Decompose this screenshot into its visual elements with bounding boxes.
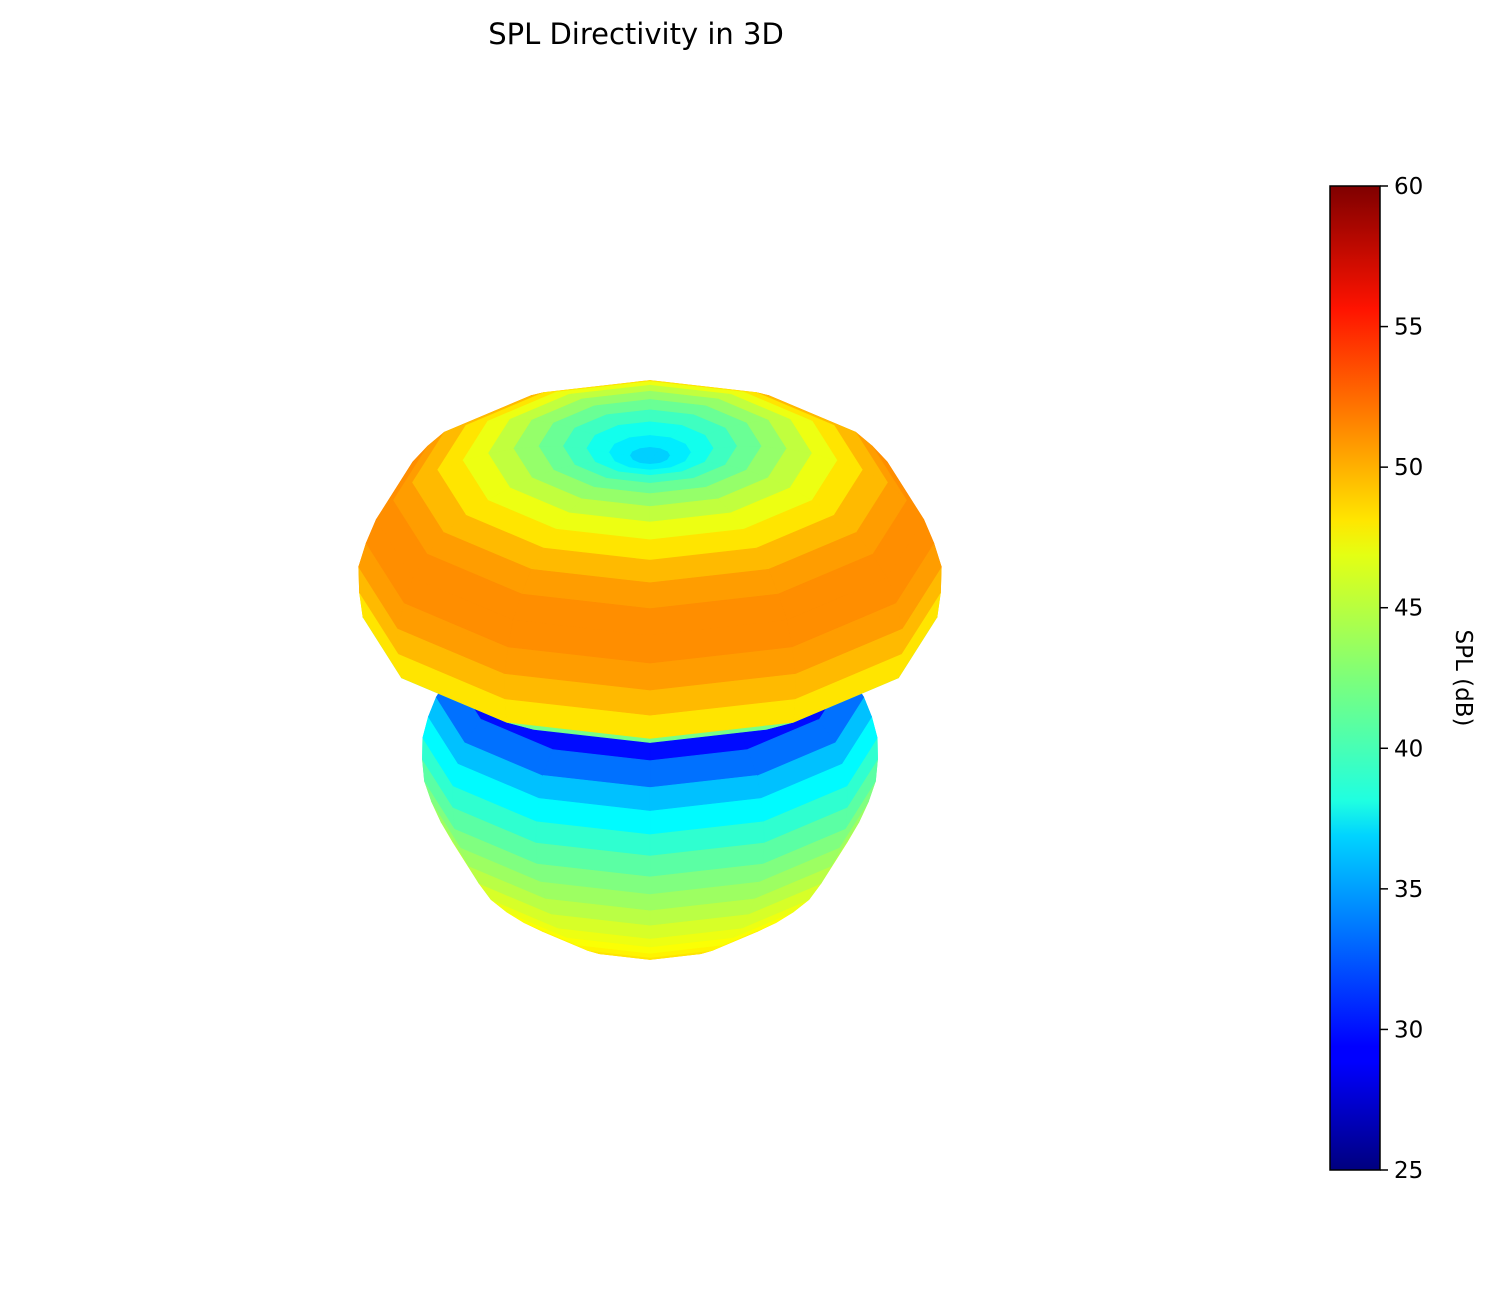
chart-title: SPL Directivity in 3D bbox=[488, 17, 784, 51]
colorbar-tick-label: 50 bbox=[1394, 455, 1423, 481]
colorbar-tick-label: 60 bbox=[1394, 174, 1423, 200]
surface-patch bbox=[538, 775, 651, 811]
colorbar-tick-label: 55 bbox=[1394, 315, 1423, 341]
directivity-surface bbox=[358, 380, 942, 960]
colorbar-tick-label: 25 bbox=[1394, 1158, 1423, 1184]
colorbar: 25 30 35 40 45 50 55 60 SPL (dB) bbox=[1329, 174, 1476, 1184]
colorbar-label: SPL (dB) bbox=[1450, 630, 1476, 727]
colorbar-tick-label: 45 bbox=[1394, 596, 1423, 622]
colorbar-gradient bbox=[1329, 185, 1381, 1171]
colorbar-ticks: 25 30 35 40 45 50 55 60 bbox=[1380, 174, 1423, 1184]
colorbar-tick-label: 35 bbox=[1394, 877, 1423, 903]
colorbar-tick-label: 40 bbox=[1394, 736, 1423, 762]
surface-patch bbox=[507, 619, 651, 664]
colorbar-tick-label: 30 bbox=[1394, 1017, 1423, 1043]
